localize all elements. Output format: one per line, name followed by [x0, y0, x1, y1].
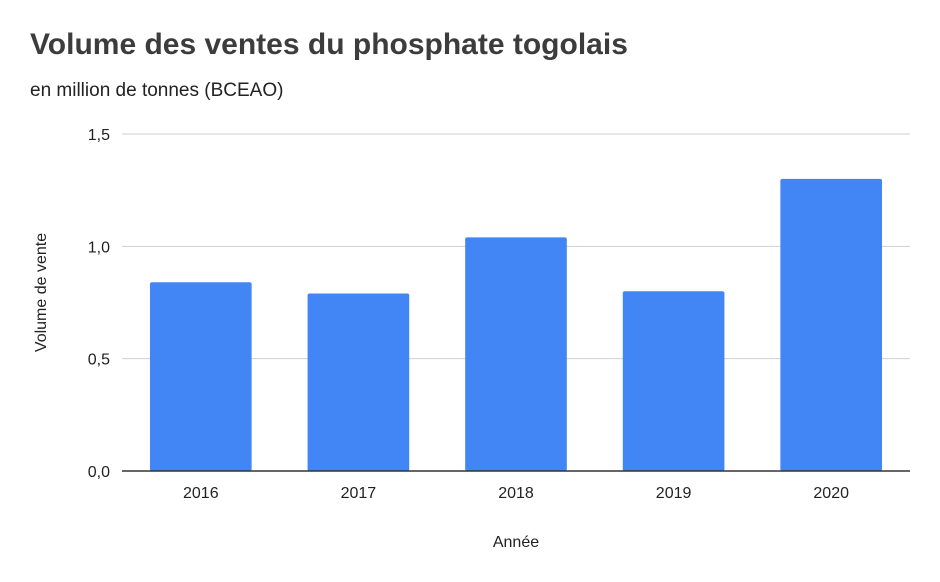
- chart-title: Volume des ventes du phosphate togolais: [30, 28, 628, 61]
- chart-subtitle: en million de tonnes (BCEAO): [30, 80, 284, 101]
- x-tick-label: 2019: [656, 485, 692, 502]
- bar-2016: [149, 282, 252, 471]
- x-tick-label: 2017: [341, 485, 377, 502]
- y-axis-ticks: 0,0 0,5 1,0 1,5: [88, 127, 110, 481]
- x-tick-label: 2016: [183, 485, 219, 502]
- bars: [149, 178, 883, 471]
- y-axis-title: Volume de vente: [33, 233, 50, 352]
- y-tick-label: 1,0: [88, 239, 110, 256]
- x-tick-label: 2018: [498, 485, 534, 502]
- y-tick-label: 0,0: [88, 464, 110, 481]
- bar-2018: [465, 237, 567, 471]
- bar-2020: [780, 178, 883, 471]
- y-tick-label: 1,5: [88, 127, 110, 144]
- x-axis-ticks: 2016 2017 2018 2019 2020: [183, 485, 849, 502]
- bar-2019: [622, 291, 725, 471]
- bar-2017: [307, 293, 410, 471]
- x-axis-title: Année: [493, 534, 539, 551]
- y-tick-label: 0,5: [88, 352, 110, 369]
- x-tick-label: 2020: [813, 485, 849, 502]
